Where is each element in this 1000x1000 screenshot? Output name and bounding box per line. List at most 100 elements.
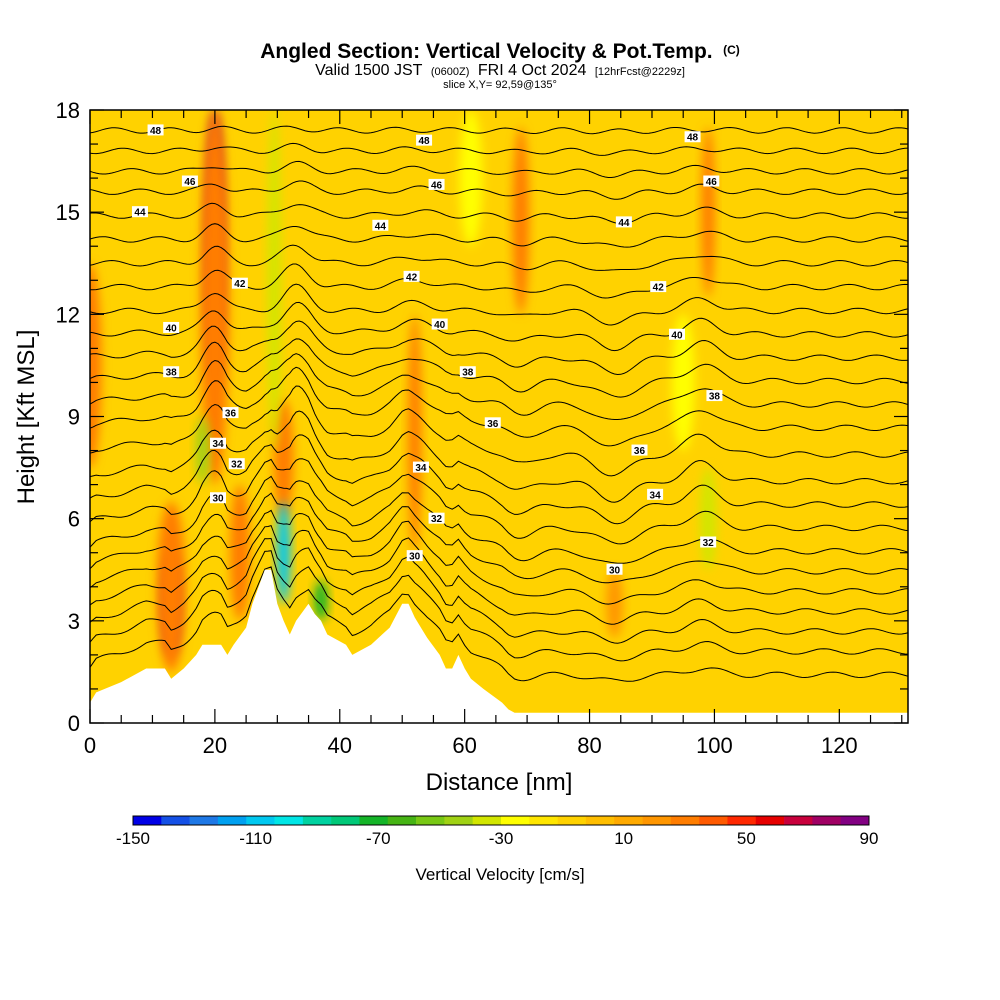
contour-label-text: 34 (415, 463, 427, 474)
x-axis-label: Distance [nm] (426, 769, 573, 796)
colorbar-tick-label: -70 (366, 829, 391, 848)
colorbar-swatch (472, 816, 502, 825)
contour-label-18: 46 (428, 178, 445, 191)
theta-contour-line-3 (90, 524, 908, 625)
velocity-cell-8 (267, 110, 281, 451)
contour-label-text: 34 (650, 490, 662, 501)
contour-label-text: 36 (487, 419, 499, 430)
colorbar-tick-label: 10 (614, 829, 633, 848)
theta-contour-line-5 (90, 492, 908, 584)
velocity-cell-11 (408, 314, 422, 553)
contour-label-2: 32 (228, 458, 245, 471)
contour-label-text: 48 (419, 136, 431, 147)
contour-label-text: 42 (406, 272, 418, 283)
theta-contour-labels: 30 34 32 36 38 40 42 44 46 48 30 32 34 36 38 40 42 44 46 48… (131, 124, 723, 576)
contour-label-text: 44 (134, 208, 146, 219)
colorbar-swatch (331, 816, 360, 825)
contour-label-11: 32 (428, 512, 445, 525)
theta-contour-line-0 (90, 566, 908, 682)
contour-label-text: 46 (706, 177, 718, 188)
contour-label-3: 36 (222, 407, 239, 420)
x-tick-label: 60 (452, 733, 476, 758)
contour-label-text: 40 (434, 320, 446, 331)
theta-contour-line-20 (90, 202, 908, 225)
contour-label-20: 30 (606, 563, 623, 576)
contour-label-text: 34 (212, 439, 224, 450)
theta-contour-line-16 (90, 283, 908, 326)
chart-title: Angled Section: Vertical Velocity & Pot.… (260, 40, 740, 63)
colorbar-title: Vertical Velocity [cm/s] (415, 865, 584, 884)
theta-contour-line-18 (90, 244, 908, 271)
y-tick-label: 3 (68, 609, 80, 634)
contour-label-text: 30 (212, 494, 224, 505)
contour-label-23: 36 (631, 444, 648, 457)
contour-label-27: 44 (615, 216, 632, 229)
contour-label-6: 42 (231, 277, 248, 290)
theta-contour-line-17 (90, 263, 908, 299)
velocity-cell-6 (230, 484, 250, 621)
colorbar-tick-label: -110 (239, 829, 272, 848)
x-tick-label: 0 (84, 733, 96, 758)
contour-label-25: 40 (668, 328, 685, 341)
theta-contour-line-8 (90, 434, 908, 525)
y-tick-label: 12 (56, 302, 80, 327)
velocity-cell-15 (701, 127, 715, 298)
contour-label-9: 48 (147, 124, 164, 137)
theta-contour-line-24 (90, 125, 908, 135)
contour-label-text: 30 (409, 552, 421, 563)
contour-label-26: 42 (650, 281, 667, 294)
contour-label-text: 44 (618, 218, 630, 229)
x-tick-label: 80 (577, 733, 601, 758)
colorbar-tick-label: 50 (737, 829, 756, 848)
theta-contour-line-9 (90, 410, 908, 503)
colorbar-swatch (642, 816, 672, 825)
plot-area: 30 34 32 36 38 40 42 44 46 48 30 32 34 36 38 40 42 44 46 48… (90, 110, 908, 723)
contour-label-4: 38 (163, 366, 180, 379)
velocity-cell-4 (200, 110, 230, 485)
theta-contour-line-4 (90, 509, 908, 605)
colorbar-swatch (670, 816, 700, 825)
colorbar-swatch (755, 816, 785, 825)
contour-label-text: 42 (234, 279, 246, 290)
colorbar-swatch (727, 816, 757, 825)
contour-label-17: 44 (372, 219, 389, 232)
colorbar-swatch (387, 816, 417, 825)
contour-label-text: 38 (709, 392, 721, 403)
colorbar-swatch (699, 816, 728, 825)
contour-label-24: 38 (706, 390, 723, 403)
colorbar-swatch (529, 816, 558, 825)
contour-label-text: 38 (166, 368, 178, 379)
contour-label-text: 32 (703, 538, 715, 549)
colorbar-swatch (444, 816, 473, 825)
y-tick-label: 18 (56, 98, 80, 123)
contour-label-text: 44 (375, 221, 387, 232)
theta-contour-line-7 (90, 458, 908, 545)
contour-label-text: 40 (166, 323, 178, 334)
colorbar-swatch (274, 816, 304, 825)
theta-contour-line-1 (90, 550, 908, 662)
velocity-cell-14 (699, 467, 717, 570)
theta-contour-line-12 (90, 353, 908, 420)
colorbar-swatch (246, 816, 275, 825)
colorbar-swatch (840, 816, 870, 825)
x-tick-label: 120 (821, 733, 858, 758)
theta-contour-line-21 (90, 180, 908, 200)
contour-label-text: 48 (150, 126, 162, 137)
terrain (90, 569, 908, 723)
x-tick-label: 20 (203, 733, 227, 758)
y-tick-label: 15 (56, 200, 80, 225)
theta-contour-line-22 (90, 160, 908, 178)
colorbar-swatch (416, 816, 445, 825)
contour-label-19: 48 (416, 134, 433, 147)
colorbar-tick-label: -30 (489, 829, 514, 848)
colorbar-swatch (501, 816, 530, 825)
slice-info: slice X,Y= 92,59@135° (443, 79, 557, 91)
colorbar-swatch (585, 816, 615, 825)
contour-label-21: 32 (700, 536, 717, 549)
contour-label-8: 46 (181, 175, 198, 188)
velocity-cell-13 (606, 569, 623, 638)
theta-contours (90, 125, 908, 682)
colorbar-swatch (359, 816, 389, 825)
